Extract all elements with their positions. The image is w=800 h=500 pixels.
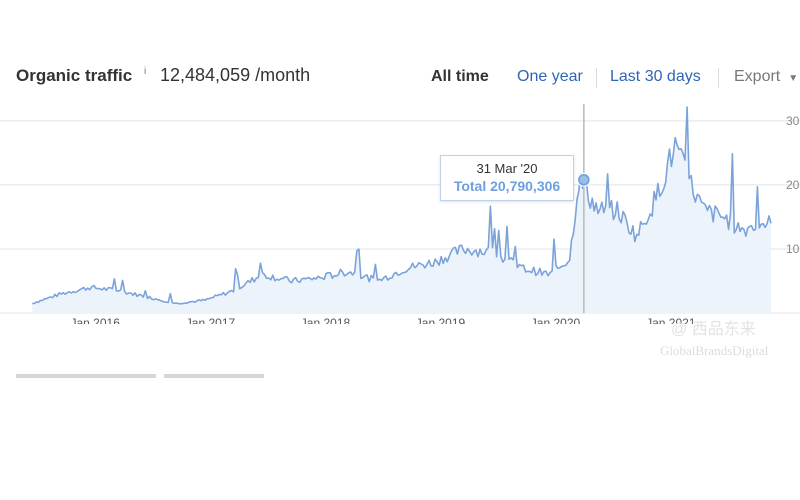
y-tick-label: 30 bbox=[786, 114, 800, 128]
y-tick-label: 20 bbox=[786, 178, 800, 192]
tab-last-30-days[interactable]: Last 30 days bbox=[610, 68, 701, 85]
traffic-chart: Jan 2016 Jan 2017 Jan 2018 Jan 2019 Jan 2020… bbox=[0, 104, 800, 324]
export-label: Export bbox=[734, 68, 781, 85]
x-tick-label: Jan 2019 bbox=[416, 316, 466, 324]
x-tick-label: Jan 2016 bbox=[70, 316, 120, 324]
traffic-metric: 12,484,059 /month bbox=[160, 65, 311, 85]
cropped-metric bbox=[164, 374, 264, 378]
chevron-down-icon: ▼ bbox=[788, 73, 799, 84]
watermark-line2: GlobalBrandsDigital bbox=[660, 343, 769, 358]
x-tick-label: Jan 2017 bbox=[186, 316, 236, 324]
tab-all-time[interactable]: All time bbox=[431, 68, 489, 85]
export-button[interactable]: Export ▼ bbox=[734, 68, 798, 86]
chart-header: Organic traffic i 12,484,059 /month All … bbox=[0, 62, 800, 92]
tab-one-year[interactable]: One year bbox=[517, 68, 583, 85]
series-area bbox=[32, 107, 771, 313]
chart-title: Organic traffic bbox=[16, 66, 133, 85]
y-tick-label: 10 bbox=[786, 242, 800, 256]
x-tick-label: Jan 2020 bbox=[531, 316, 581, 324]
cropped-heading bbox=[16, 374, 156, 378]
info-icon[interactable]: i bbox=[144, 66, 147, 77]
highlight-point bbox=[578, 174, 590, 186]
x-tick-label: Jan 2018 bbox=[301, 316, 351, 324]
tooltip-value: Total 20,790,306 bbox=[453, 178, 561, 194]
next-section-preview bbox=[16, 370, 776, 380]
x-tick-label: Jan 2021 bbox=[646, 316, 696, 324]
chart-tooltip: 31 Mar '20 Total 20,790,306 bbox=[440, 155, 574, 201]
watermark-line1: @ 西品东来 bbox=[671, 321, 756, 338]
export-divider bbox=[718, 68, 719, 88]
tooltip-date: 31 Mar '20 bbox=[476, 161, 538, 176]
series-line bbox=[32, 106, 772, 305]
tab-divider bbox=[596, 68, 597, 88]
